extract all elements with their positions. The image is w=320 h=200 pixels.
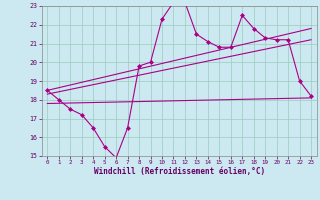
X-axis label: Windchill (Refroidissement éolien,°C): Windchill (Refroidissement éolien,°C) xyxy=(94,167,265,176)
